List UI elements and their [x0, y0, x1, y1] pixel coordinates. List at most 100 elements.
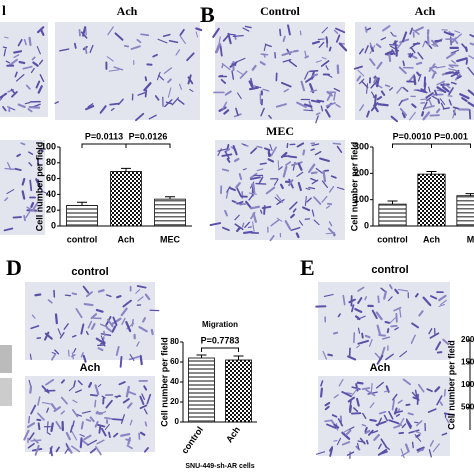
cell — [320, 380, 324, 387]
micrograph-bg — [25, 376, 155, 452]
image-label: Ach — [117, 4, 138, 18]
cell — [82, 285, 90, 294]
cell — [253, 85, 262, 89]
x-tick-label: control — [67, 234, 98, 244]
y-tick-label: 0 — [51, 220, 56, 230]
cell — [73, 380, 76, 388]
cell — [59, 48, 70, 52]
cell — [274, 196, 282, 203]
cell — [361, 387, 371, 391]
cell — [75, 389, 82, 394]
cell — [391, 399, 395, 411]
cell — [461, 97, 468, 102]
cell — [358, 78, 365, 85]
cell — [417, 448, 424, 453]
micrograph — [315, 282, 450, 365]
cell — [351, 304, 355, 313]
cell — [136, 285, 147, 289]
cell — [298, 220, 304, 226]
cell — [262, 88, 270, 92]
cell — [130, 45, 141, 50]
cell — [321, 180, 328, 188]
cell — [47, 299, 53, 304]
cell — [107, 26, 114, 36]
cell — [372, 94, 377, 98]
cell — [17, 103, 26, 109]
cell — [310, 177, 318, 182]
cell — [288, 155, 298, 159]
cell — [99, 323, 109, 328]
cell — [390, 115, 399, 123]
cell — [75, 308, 83, 319]
cell — [338, 378, 344, 387]
cell — [71, 352, 74, 360]
cell — [364, 45, 369, 54]
y-tick-label: 80 — [170, 337, 179, 346]
cell — [226, 157, 231, 163]
cell — [288, 60, 298, 68]
cell — [106, 318, 114, 328]
cell — [314, 151, 322, 156]
cell — [305, 187, 311, 191]
cell — [387, 296, 393, 302]
cell — [3, 48, 7, 57]
cell — [6, 189, 15, 195]
cell — [13, 50, 23, 54]
cell — [388, 53, 392, 63]
cell — [139, 404, 148, 410]
cell — [423, 105, 435, 110]
cell — [113, 432, 119, 438]
cell — [392, 34, 397, 38]
cell — [276, 194, 284, 204]
cell — [428, 328, 433, 335]
cell — [449, 65, 454, 69]
cell — [388, 410, 394, 420]
cell — [60, 396, 68, 405]
cell — [414, 430, 422, 434]
cell — [250, 77, 254, 87]
image-label: control — [371, 264, 408, 276]
cell — [34, 444, 40, 456]
cell — [128, 355, 140, 361]
cell — [412, 42, 421, 46]
cell — [138, 326, 148, 333]
x-tick-label: Ach — [224, 425, 242, 445]
cell — [416, 89, 428, 94]
error-bar — [121, 167, 131, 172]
cell — [96, 410, 101, 416]
image-label: Ach — [370, 362, 391, 374]
cell — [46, 431, 51, 435]
cell — [88, 381, 93, 388]
cell — [384, 50, 393, 56]
cell — [393, 425, 400, 429]
y-tick-label: 40 — [46, 189, 56, 199]
y-tick-label: 40 — [170, 377, 179, 386]
cell — [389, 87, 394, 91]
cell — [234, 223, 244, 231]
cell — [14, 167, 22, 171]
cell — [428, 449, 432, 458]
cell — [23, 38, 27, 46]
cell — [100, 427, 107, 437]
cell — [220, 78, 227, 84]
micrograph — [212, 22, 348, 124]
cell — [0, 92, 8, 99]
cell — [248, 192, 257, 195]
cell — [64, 294, 72, 297]
cell — [144, 76, 148, 82]
cell — [445, 418, 450, 424]
cell — [244, 25, 252, 29]
cell — [28, 432, 35, 441]
cell — [415, 434, 421, 438]
cell — [283, 88, 289, 93]
cell — [315, 60, 322, 63]
cell — [99, 105, 107, 114]
cell — [369, 58, 376, 66]
cell — [77, 380, 83, 386]
cell — [104, 423, 110, 430]
cell — [384, 84, 391, 88]
cell — [289, 201, 298, 210]
cell — [37, 422, 41, 431]
